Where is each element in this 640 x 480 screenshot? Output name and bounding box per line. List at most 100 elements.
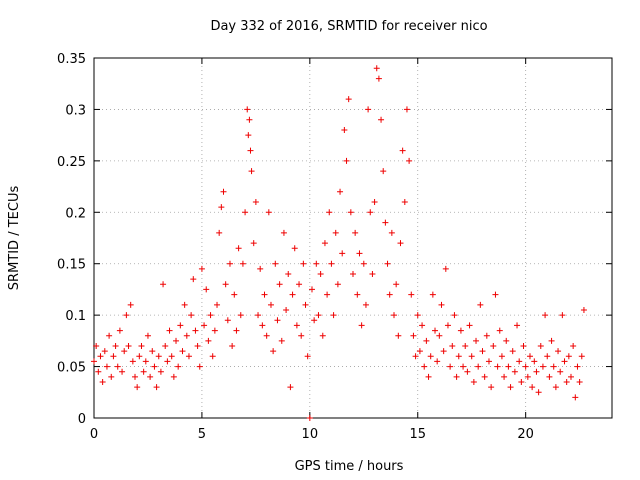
data-point	[378, 116, 385, 123]
data-point	[550, 363, 557, 370]
data-point	[136, 353, 143, 360]
data-point	[574, 363, 581, 370]
data-point	[354, 291, 361, 298]
data-point	[257, 265, 264, 272]
data-point	[490, 343, 497, 349]
data-point	[278, 337, 285, 344]
data-point	[177, 322, 184, 329]
x-tick-label: 5	[198, 427, 206, 442]
data-point	[483, 332, 490, 339]
data-point	[265, 209, 272, 216]
data-point	[99, 379, 106, 385]
data-point	[302, 301, 309, 308]
data-point	[565, 353, 572, 360]
data-point	[181, 301, 188, 308]
x-tick-label: 20	[517, 427, 534, 442]
data-point	[526, 353, 533, 360]
data-point	[287, 384, 294, 391]
data-point	[190, 276, 197, 283]
data-point	[166, 327, 173, 334]
grid	[94, 58, 612, 418]
data-point	[444, 322, 451, 329]
data-point	[218, 204, 225, 211]
data-point	[192, 327, 199, 334]
data-point	[328, 260, 335, 267]
data-point	[283, 307, 290, 313]
data-point	[479, 348, 486, 355]
data-point	[101, 348, 108, 355]
data-point	[548, 337, 555, 344]
data-point	[401, 199, 408, 205]
data-point	[315, 312, 322, 319]
data-point	[247, 147, 254, 154]
data-point	[440, 348, 447, 355]
data-point	[505, 363, 512, 370]
data-point	[296, 281, 303, 288]
data-point	[304, 353, 311, 360]
x-tick-label: 0	[90, 427, 98, 442]
data-point	[563, 379, 570, 385]
data-point	[399, 147, 406, 154]
data-point	[298, 332, 305, 339]
data-point	[125, 343, 132, 349]
data-point	[293, 322, 300, 329]
data-point	[432, 327, 439, 334]
data-point	[162, 343, 169, 349]
data-point	[248, 168, 255, 175]
data-point	[114, 363, 121, 370]
data-point	[326, 209, 333, 216]
y-tick-label: 0.1	[65, 309, 86, 324]
data-point	[449, 343, 456, 349]
data-point	[205, 337, 212, 344]
y-tick-label: 0.15	[57, 258, 86, 273]
data-point	[352, 229, 359, 236]
data-point	[93, 343, 100, 349]
data-point	[358, 322, 365, 329]
data-point	[267, 301, 274, 308]
data-point	[203, 286, 210, 293]
data-point	[360, 260, 367, 267]
data-point	[211, 327, 218, 334]
data-point	[414, 312, 421, 319]
data-point	[481, 373, 488, 380]
data-point	[244, 106, 251, 113]
data-point	[97, 353, 104, 360]
data-point	[224, 317, 231, 324]
data-point	[542, 312, 549, 319]
data-point	[129, 358, 136, 365]
data-point	[559, 312, 566, 319]
data-point	[494, 363, 501, 370]
y-tick-label: 0.3	[65, 103, 86, 118]
data-point	[537, 343, 544, 349]
x-tick-label: 10	[302, 427, 319, 442]
data-point	[464, 368, 471, 375]
data-point	[393, 281, 400, 288]
data-point	[503, 337, 510, 344]
data-point	[539, 363, 546, 370]
data-point	[164, 358, 171, 365]
data-point	[509, 348, 516, 355]
data-point	[580, 307, 587, 313]
data-point	[173, 337, 180, 344]
data-point	[220, 188, 227, 195]
data-point	[524, 373, 531, 380]
data-point	[455, 353, 462, 360]
data-point	[127, 301, 134, 308]
data-point	[395, 332, 402, 339]
data-point	[492, 291, 499, 298]
data-point	[112, 343, 119, 349]
data-point	[533, 368, 540, 375]
data-point	[421, 363, 428, 370]
data-point	[308, 286, 315, 293]
data-point	[155, 353, 162, 360]
data-point	[272, 260, 279, 267]
data-point	[516, 358, 523, 365]
data-point	[496, 327, 503, 334]
data-point	[252, 199, 259, 205]
data-point	[183, 332, 190, 339]
data-point	[235, 245, 242, 252]
data-point	[380, 168, 387, 175]
data-point	[153, 384, 160, 391]
data-point	[245, 132, 252, 139]
